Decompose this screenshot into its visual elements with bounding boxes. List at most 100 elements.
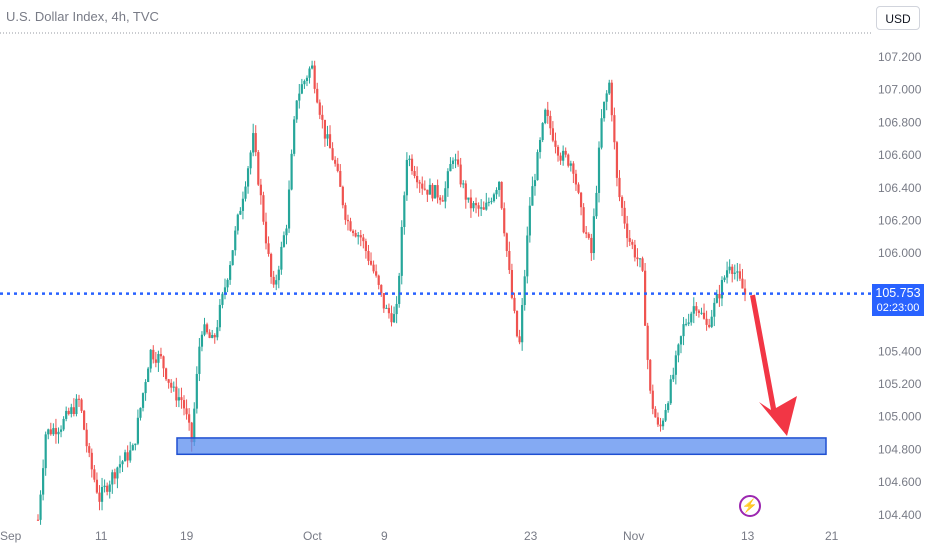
candle-body (477, 205, 480, 209)
candle-body (610, 82, 613, 116)
candle-body (682, 324, 685, 337)
candle-body (141, 393, 145, 408)
candle-body (574, 173, 578, 185)
candle-body (526, 235, 529, 277)
price-axis[interactable]: 107.200 107.000 106.800 106.600 106.400 106.2… (878, 50, 922, 522)
time-axis[interactable]: Sep 11 19 Oct 9 23 Nov 13 21 (0, 529, 839, 543)
candle-body (554, 140, 557, 147)
candle-body (459, 164, 462, 185)
candle-body (159, 354, 163, 357)
candle-body (590, 237, 593, 254)
candle-body (700, 312, 703, 314)
candle-body (533, 180, 537, 187)
candle-body (728, 266, 731, 271)
price-tick-label: 105.400 (878, 344, 922, 358)
candle-body (408, 158, 411, 160)
candle-body (241, 198, 245, 211)
projection-down-arrow-icon[interactable] (750, 294, 797, 436)
candle-body (679, 336, 683, 345)
candle-body (246, 168, 250, 187)
candle-body (582, 207, 585, 233)
candle-body (674, 355, 677, 375)
candle-body (677, 344, 680, 356)
candle-body (39, 494, 42, 520)
candle-body (287, 189, 291, 229)
candle-body (705, 318, 708, 325)
lightning-bolt-icon[interactable]: ⚡ (739, 495, 761, 517)
time-tick-label: 11 (95, 529, 108, 543)
candle-body (564, 150, 567, 155)
price-tick-label: 106.600 (878, 148, 922, 162)
candle-body (426, 189, 429, 195)
candle-body (323, 119, 327, 139)
candle-body (118, 464, 122, 468)
candle-body (444, 188, 447, 202)
candle-body (626, 223, 629, 239)
candle-body (149, 349, 152, 369)
candle-body (369, 260, 373, 265)
candle-body (380, 284, 383, 294)
candle-body (218, 304, 221, 328)
candle-body (106, 485, 109, 492)
candle-body (708, 324, 711, 327)
candle-body (549, 115, 552, 129)
price-tick-label: 107.200 (878, 50, 922, 64)
candle-body (93, 469, 96, 480)
candle-body (367, 250, 370, 261)
candle-body (661, 420, 665, 427)
candle-body (685, 323, 688, 325)
candle-body (67, 410, 70, 414)
candle-body (277, 269, 280, 281)
candle-body (103, 485, 106, 488)
currency-selector-button[interactable]: USD (876, 6, 920, 30)
candle-body (285, 228, 288, 236)
candle-body (410, 158, 414, 172)
candle-body (229, 265, 232, 280)
candle-body (264, 221, 268, 244)
candle-body (597, 147, 601, 193)
candle-body (52, 428, 55, 435)
candle-body (72, 407, 75, 415)
candle-body (177, 397, 180, 401)
candle-body (313, 65, 316, 89)
candle-body (341, 186, 344, 206)
candle-body (413, 171, 416, 176)
candle-body (75, 398, 78, 415)
candle-body (193, 408, 196, 443)
support-zone[interactable] (176, 437, 827, 456)
candle-body (249, 152, 252, 169)
candle-body (567, 154, 570, 166)
candle-body (339, 170, 342, 187)
candle-body (234, 230, 237, 251)
candle-body (36, 519, 40, 521)
candle-body (316, 88, 319, 103)
candle-body (254, 133, 257, 153)
candle-body (702, 312, 706, 319)
candle-body (203, 324, 206, 335)
price-tick-label: 104.400 (878, 508, 922, 522)
candle-body (713, 302, 716, 317)
candle-body (226, 279, 229, 288)
candle-body (328, 134, 332, 149)
candle-body (472, 203, 475, 209)
price-tick-label: 105.000 (878, 410, 922, 424)
candle-body (259, 184, 262, 196)
candle-body (480, 207, 483, 209)
candle-body (211, 335, 214, 338)
candle-body (139, 407, 142, 418)
candle-body (98, 492, 101, 502)
candle-body (710, 316, 713, 327)
candle-body (116, 467, 119, 479)
candle-body (65, 410, 68, 419)
candle-body (310, 65, 314, 69)
candle-body (90, 452, 93, 470)
candle-body (649, 359, 652, 391)
candle-body (510, 269, 514, 298)
candle-body (59, 429, 63, 432)
time-tick-label: 13 (741, 529, 755, 543)
candle-body (641, 258, 644, 271)
candle-body (195, 373, 198, 409)
candle-body (615, 142, 619, 178)
candle-body (469, 197, 473, 209)
